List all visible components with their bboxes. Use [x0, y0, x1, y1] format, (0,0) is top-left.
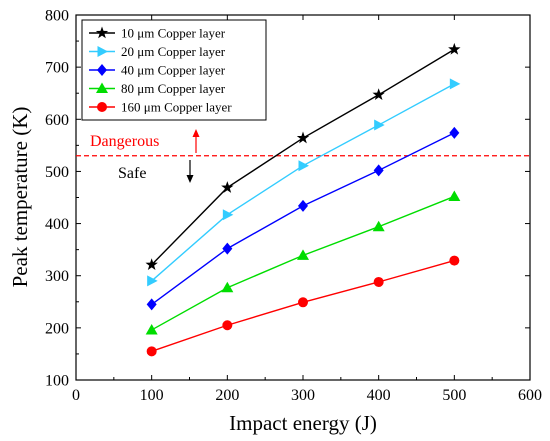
legend-entry: 160 μm Copper layer [89, 100, 232, 115]
legend-label: 40 μm Copper layer [121, 63, 226, 78]
data-point [373, 276, 384, 287]
x-tick-label: 600 [518, 387, 542, 404]
x-tick-label: 100 [140, 387, 164, 404]
data-point [448, 42, 461, 55]
data-point [145, 323, 158, 335]
x-tick-label: 200 [215, 387, 239, 404]
data-point [449, 126, 460, 139]
axis-ticks: 0 100 200 300 400 500 600100200300400500600700… [45, 8, 542, 405]
legend-label: 10 μm Copper layer [121, 26, 226, 41]
data-point [221, 181, 234, 193]
data-point [146, 346, 157, 357]
legend-label: 80 μm Copper layer [121, 81, 226, 96]
data-point [147, 275, 158, 287]
y-tick-label: 500 [45, 164, 69, 181]
x-axis-title: Impact energy (J) [229, 411, 377, 435]
data-point [372, 220, 385, 232]
legend-entry: 40 μm Copper layer [89, 63, 226, 78]
series-3 [146, 126, 460, 311]
data-point [221, 281, 234, 293]
x-tick-label: 500 [442, 387, 466, 404]
data-point [298, 297, 308, 308]
series-2 [147, 78, 461, 287]
legend-entry: 20 μm Copper layer [89, 44, 226, 59]
series-4 [145, 190, 461, 335]
arrow-down-head-icon [186, 175, 194, 183]
y-tick-label: 300 [45, 268, 69, 285]
dangerous-label: Dangerous [90, 133, 159, 150]
data-point [222, 242, 233, 255]
x-tick-label: 0 [72, 387, 80, 404]
y-tick-label: 100 [45, 373, 69, 390]
arrow-up-head-icon [192, 129, 200, 137]
legend-label: 20 μm Copper layer [121, 44, 226, 59]
data-point [222, 320, 233, 331]
series-1 [145, 42, 461, 271]
legend-marker [97, 102, 107, 112]
safe-label: Safe [118, 165, 146, 182]
data-point [298, 160, 309, 172]
y-tick-label: 400 [45, 216, 69, 233]
legend-entry: 80 μm Copper layer [89, 81, 226, 96]
legend-marker [96, 82, 108, 93]
data-point [297, 249, 309, 260]
data-point [298, 199, 308, 212]
series-layer [145, 42, 461, 357]
legend-label: 160 μm Copper layer [121, 100, 232, 115]
y-tick-label: 600 [45, 112, 69, 129]
data-point [145, 258, 158, 271]
y-tick-label: 800 [45, 8, 69, 25]
threshold-layer: Dangerous Safe [76, 129, 530, 183]
data-point [373, 164, 384, 177]
series-line [151, 195, 455, 331]
data-point [296, 131, 310, 144]
data-point [448, 190, 461, 201]
data-point [372, 88, 385, 101]
legend: 10 μm Copper layer 20 μm Copper layer 40 μ… [81, 19, 267, 121]
data-point [146, 298, 157, 311]
y-tick-label: 200 [45, 320, 69, 337]
data-point [374, 119, 385, 131]
data-point [222, 209, 234, 221]
legend-marker [95, 26, 109, 39]
y-axis-title: Peak temperature (K) [8, 107, 32, 288]
data-point [449, 255, 460, 266]
data-point [449, 78, 461, 90]
legend-marker [97, 64, 107, 76]
series-5 [146, 255, 460, 357]
x-tick-label: 300 [291, 387, 315, 404]
legend-marker [97, 46, 108, 57]
y-tick-label: 700 [45, 60, 69, 77]
legend-entry: 10 μm Copper layer [89, 26, 226, 41]
x-tick-label: 400 [367, 387, 391, 404]
